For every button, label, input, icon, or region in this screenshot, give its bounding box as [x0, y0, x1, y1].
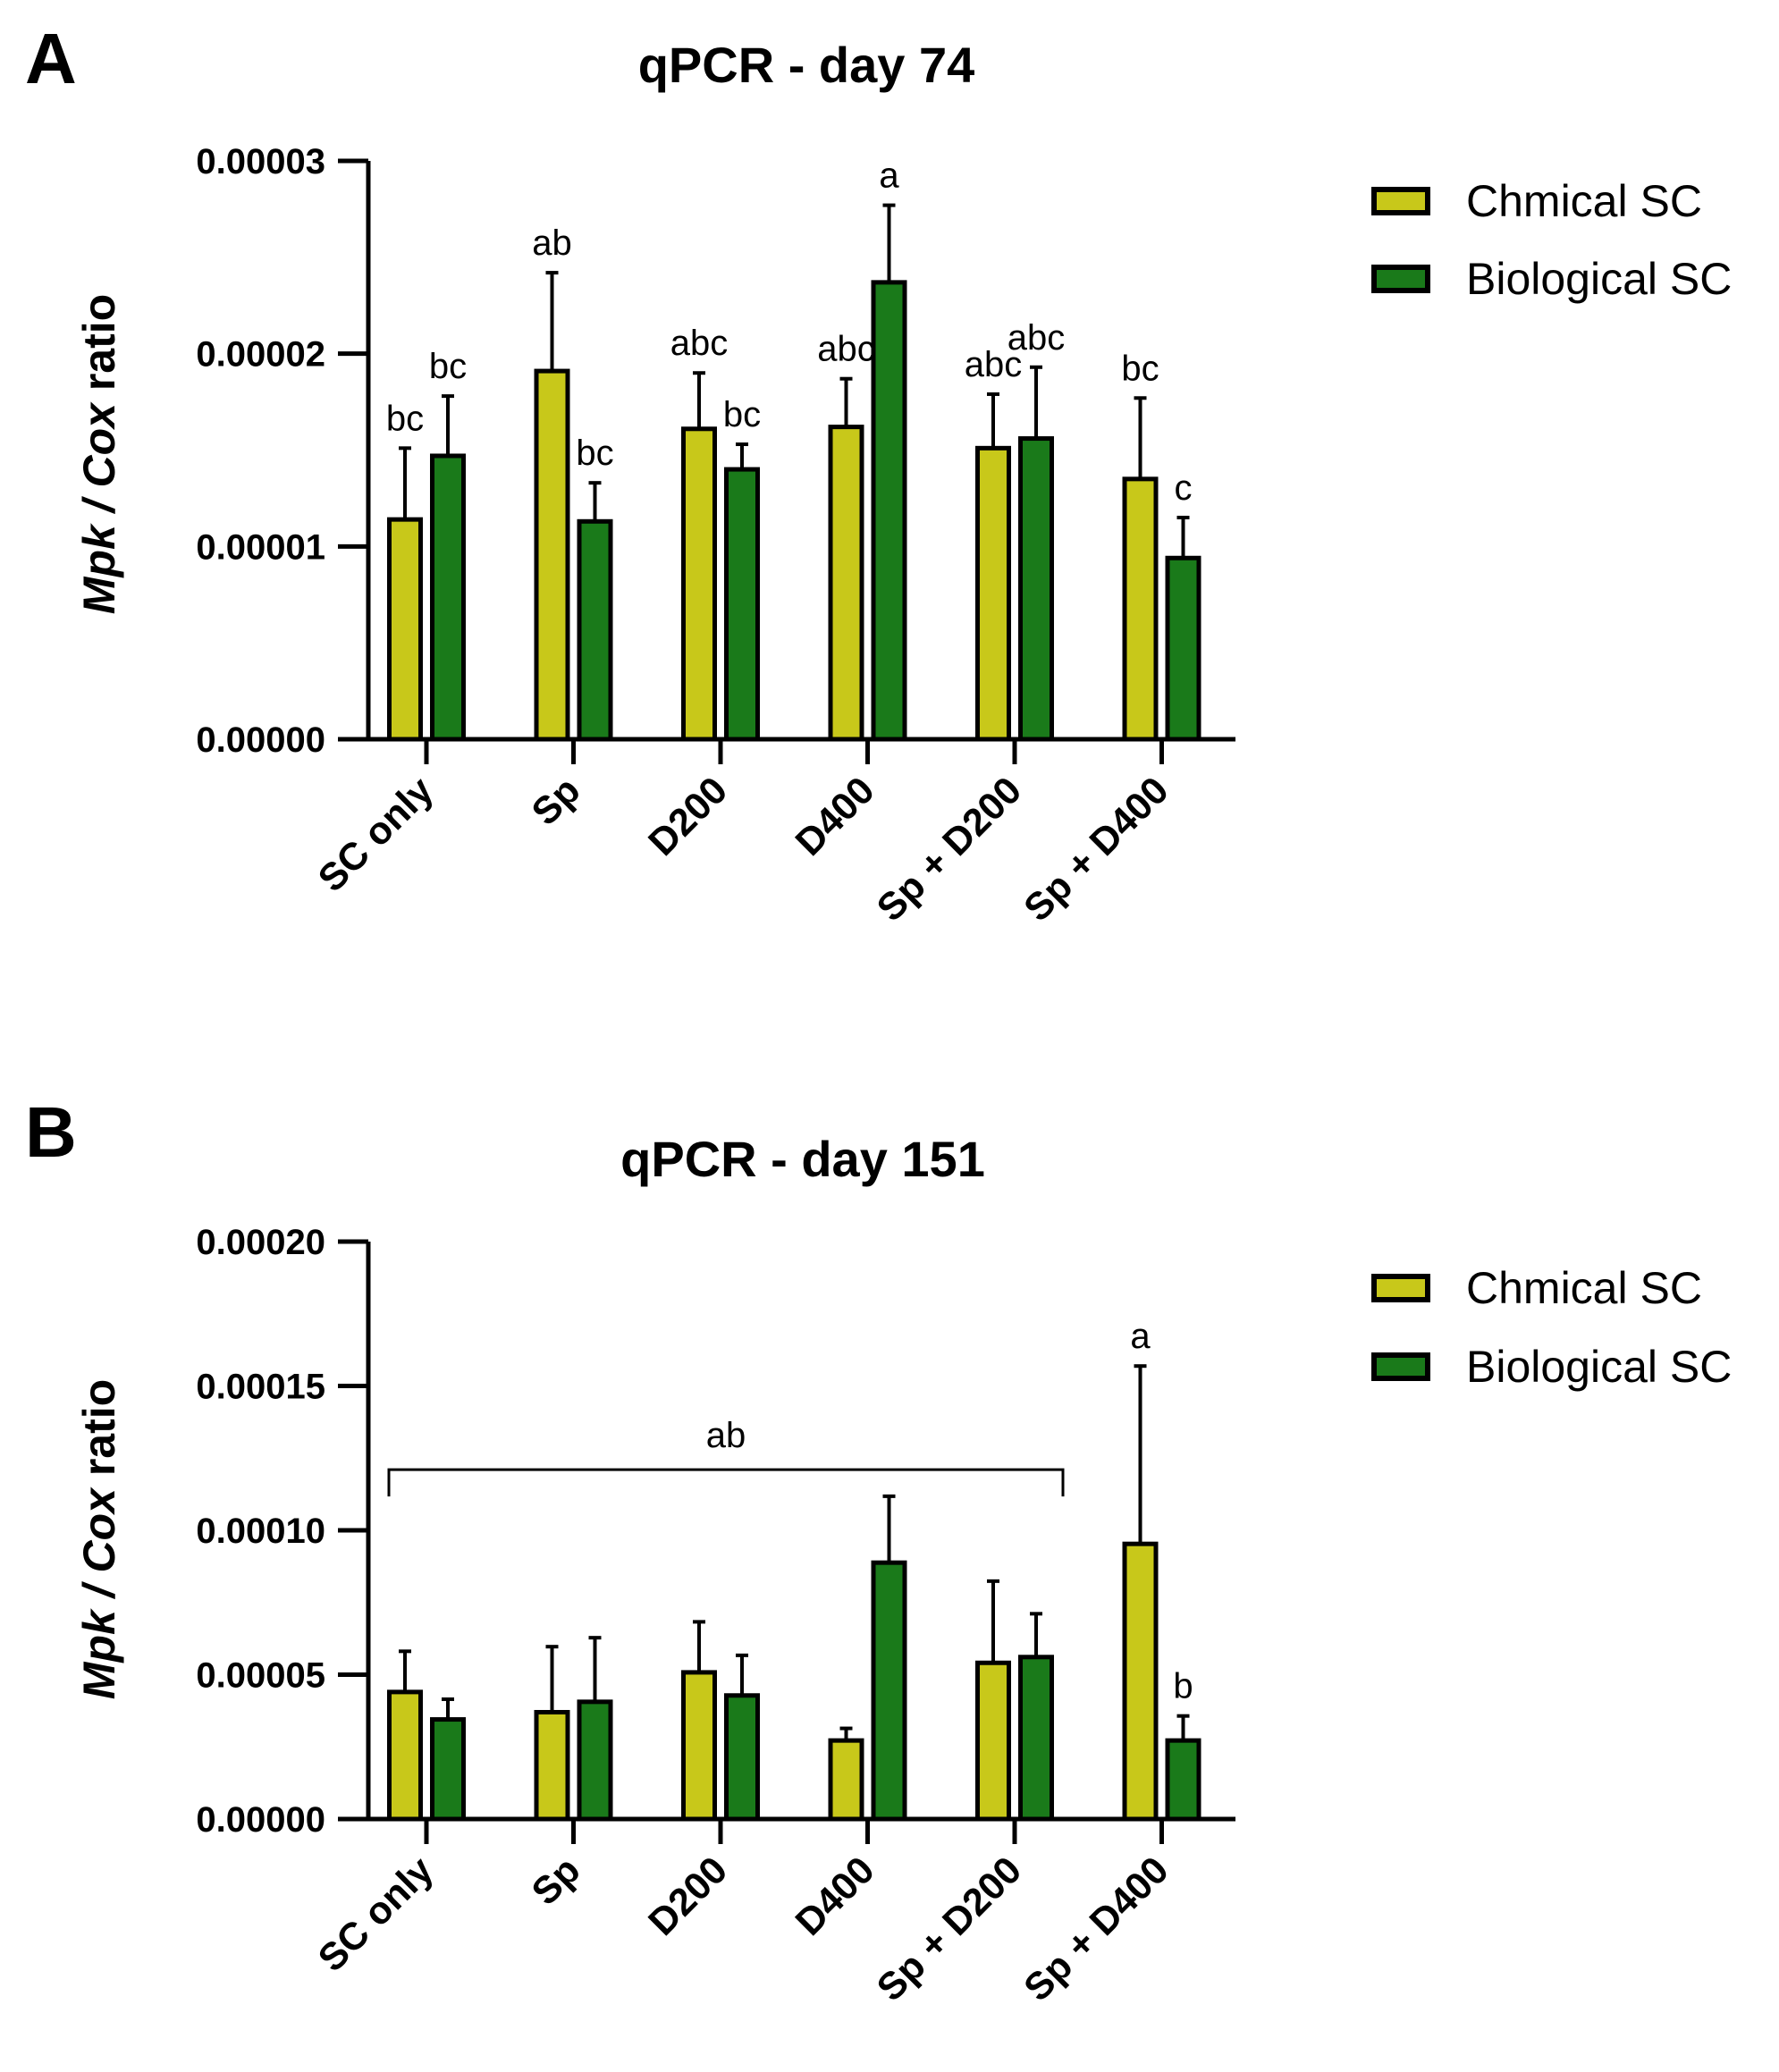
y-label-suffix: ratio: [74, 294, 124, 403]
bar: [1018, 1655, 1054, 1822]
x-category-label: D200: [640, 769, 736, 864]
y-tick-label: 0.00015: [196, 1368, 325, 1407]
y-axis-label-b: Mpk / Cox ratio: [74, 1379, 124, 1699]
significance-letter: abc: [1008, 318, 1066, 358]
bar: [1165, 1738, 1201, 1822]
significance-letter: c: [1175, 468, 1193, 508]
significance-letter: abc: [817, 330, 875, 369]
bar: [975, 1660, 1011, 1822]
y-label-gene: Mpk: [74, 523, 124, 614]
bar: [871, 280, 907, 742]
bracket-label: ab: [706, 1416, 746, 1455]
legend-swatch-chemical: [1371, 187, 1430, 215]
significance-letter: bc: [723, 395, 761, 434]
x-category-label: SC only: [310, 1849, 442, 1980]
significance-letter: bc: [429, 347, 467, 386]
bar: [828, 1738, 864, 1822]
bar: [534, 1709, 570, 1822]
y-label-separator: /: [74, 1573, 124, 1611]
legend-swatch-biological: [1371, 265, 1430, 293]
bar: [1018, 436, 1054, 742]
chart-title-b: qPCR - day 151: [620, 1131, 985, 1187]
x-category-label: Sp: [524, 769, 589, 834]
significance-letter: a: [1130, 1317, 1151, 1356]
bar: [975, 445, 1011, 742]
significance-letter: bc: [576, 434, 613, 473]
significance-letter: a: [879, 156, 899, 196]
significance-letter: bc: [1121, 349, 1159, 388]
bar: [387, 517, 423, 742]
bar: [681, 426, 717, 742]
x-category-label: D400: [788, 1849, 883, 1944]
y-label-separator: /: [74, 488, 124, 526]
x-category-label: Sp: [524, 1849, 589, 1914]
legend-label-chemical: Chmical SC: [1466, 1263, 1702, 1313]
y-tick-label: 0.00000: [196, 720, 325, 760]
panel-a: A qPCR - day 74 Mpk / Cox ratio 0.00000 0…: [25, 19, 1732, 930]
x-category-label: D200: [640, 1849, 736, 1944]
y-tick-label: 0.00003: [196, 142, 325, 181]
bar: [724, 467, 760, 742]
significance-letter: ab: [532, 223, 572, 263]
bar: [724, 1693, 760, 1822]
panel-letter-a: A: [25, 19, 77, 98]
y-label-reference: Cox: [74, 1487, 124, 1573]
bar: [430, 453, 466, 742]
panel-b: B qPCR - day 151 Mpk / Cox ratio 0.00000…: [25, 1092, 1732, 2009]
significance-letter: abc: [965, 345, 1023, 384]
legend-b: Chmical SC Biological SC: [1371, 1263, 1732, 1392]
legend-a: Chmical SC Biological SC: [1371, 176, 1732, 304]
x-category-label: Sp + D200: [869, 769, 1030, 930]
y-tick-label: 0.00001: [196, 527, 325, 567]
bar: [1165, 555, 1201, 742]
x-category-label: Sp + D200: [869, 1849, 1030, 2009]
plot-area-b: 0.00000 0.00005 0.00010 0.00015 0.00020 SC on…: [196, 1223, 1235, 2009]
legend-label-biological: Biological SC: [1466, 254, 1732, 304]
bar: [871, 1560, 907, 1822]
bar: [828, 425, 864, 742]
y-label-suffix: ratio: [74, 1379, 124, 1488]
panel-letter-b: B: [25, 1092, 77, 1172]
bar: [1122, 476, 1159, 742]
bar: [430, 1717, 466, 1822]
legend-swatch-chemical: [1371, 1274, 1430, 1302]
y-tick-label: 0.00020: [196, 1223, 325, 1262]
y-tick-label: 0.00005: [196, 1656, 325, 1696]
bar: [1122, 1541, 1159, 1822]
significance-letter: bc: [386, 399, 424, 438]
x-category-label: D400: [788, 769, 883, 864]
significance-letter: abc: [670, 324, 729, 363]
legend-label-biological: Biological SC: [1466, 1342, 1732, 1392]
y-tick-label: 0.00002: [196, 335, 325, 375]
x-category-label: Sp + D400: [1016, 1849, 1176, 2009]
significance-letter: b: [1173, 1667, 1193, 1706]
bar: [577, 1699, 613, 1822]
x-category-label: Sp + D400: [1016, 769, 1176, 930]
y-axis-label-a: Mpk / Cox ratio: [74, 294, 124, 614]
legend-swatch-biological: [1371, 1352, 1430, 1381]
bar: [534, 368, 570, 742]
bar: [577, 518, 613, 742]
significance-bracket: [387, 1468, 1065, 1497]
y-tick-label: 0.00000: [196, 1800, 325, 1840]
x-category-label: SC only: [310, 769, 442, 900]
bar: [681, 1670, 717, 1822]
y-label-gene: Mpk: [74, 1608, 124, 1699]
y-label-reference: Cox: [74, 401, 124, 488]
bar: [387, 1689, 423, 1822]
legend-label-chemical: Chmical SC: [1466, 176, 1702, 226]
chart-title-a: qPCR - day 74: [638, 37, 975, 93]
y-tick-label: 0.00010: [196, 1512, 325, 1551]
